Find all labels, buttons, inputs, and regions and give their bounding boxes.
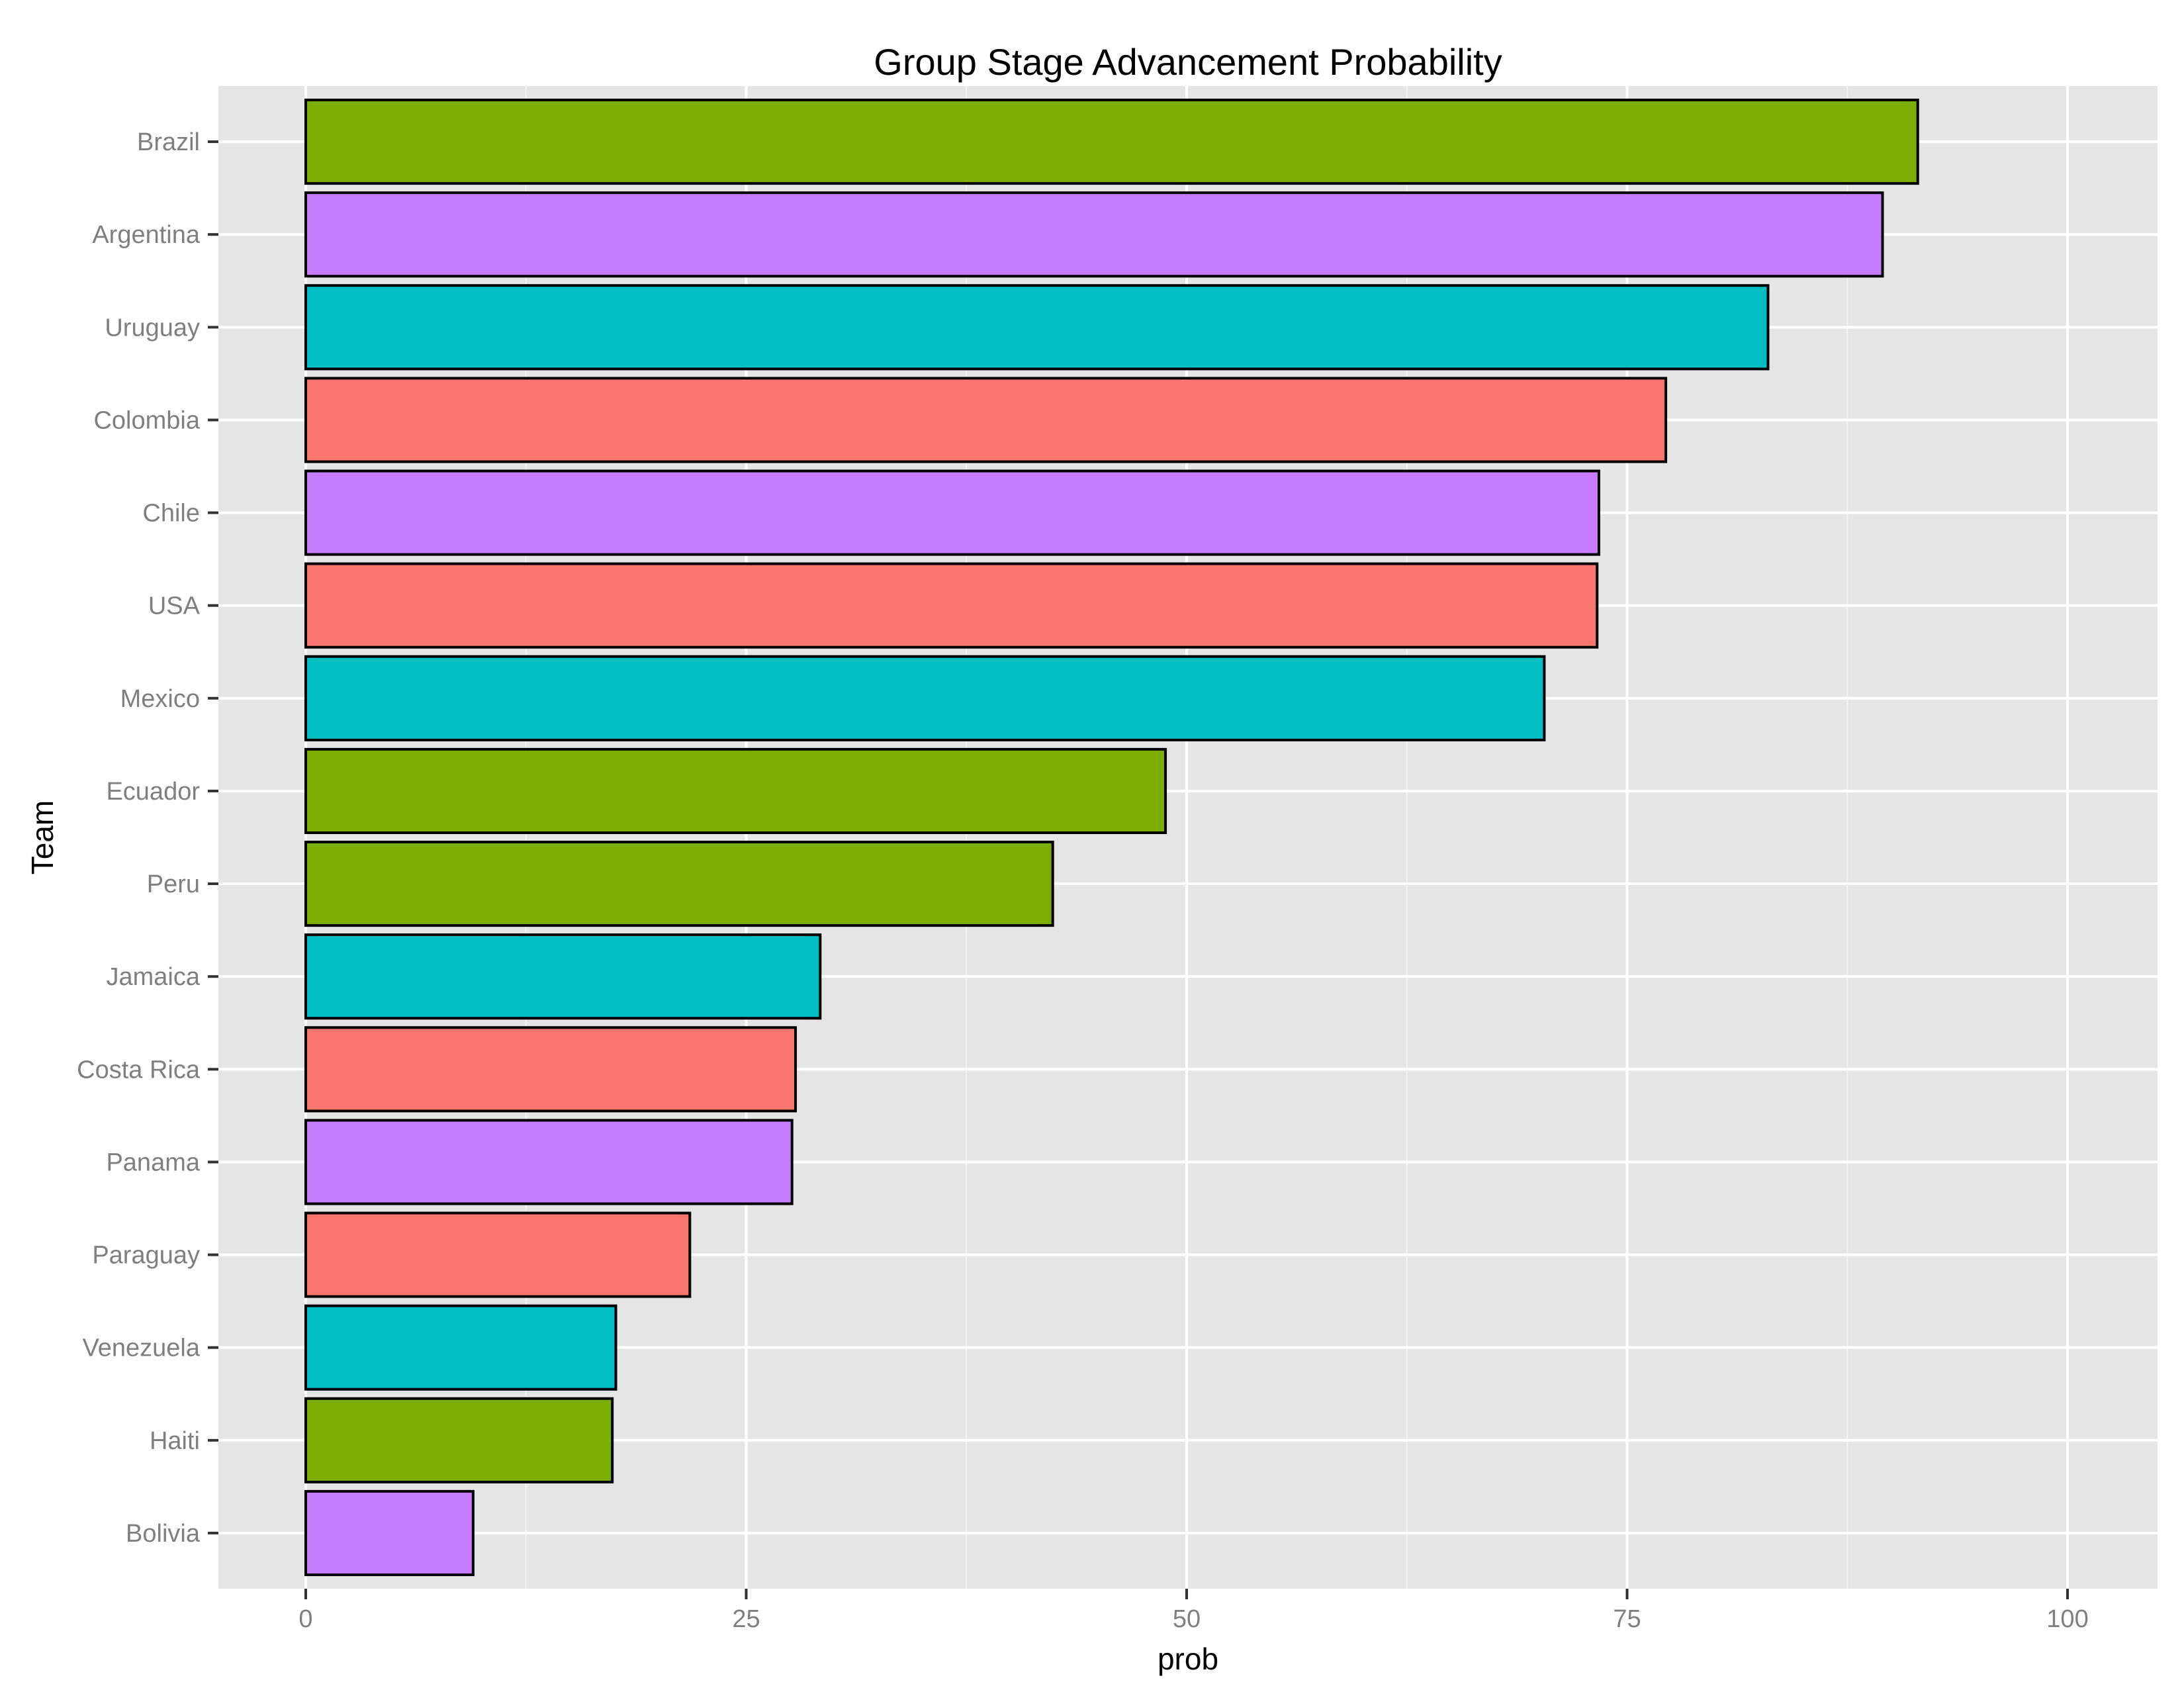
bar [304, 655, 1546, 741]
y-tick-label: Peru [147, 870, 200, 898]
x-axis: 0 25 50 75 100 [298, 1589, 2089, 1633]
x-axis-title: prob [1158, 1642, 1218, 1676]
bars [304, 99, 1919, 1576]
y-axis-title: Team [25, 800, 60, 874]
bar [304, 99, 1919, 185]
bar [304, 933, 822, 1020]
y-tick-label: Chile [142, 500, 200, 528]
bar [304, 1397, 614, 1483]
y-tick-label: Bolivia [126, 1520, 201, 1548]
bar [304, 469, 1600, 556]
chart-title: Group Stage Advancement Probability [874, 41, 1502, 83]
bar [304, 1489, 475, 1576]
y-tick-label: Paraguay [92, 1242, 200, 1270]
y-tick-label: Ecuador [106, 778, 200, 806]
bar [304, 747, 1167, 834]
y-tick-label: Argentina [92, 221, 201, 249]
x-tick-label: 100 [2046, 1605, 2088, 1633]
y-tick-label: Jamaica [107, 963, 201, 991]
y-tick-label: Panama [106, 1149, 200, 1176]
bar [304, 377, 1668, 463]
y-tick-label: USA [148, 592, 201, 620]
bar [304, 841, 1054, 927]
x-tick-label: 50 [1173, 1605, 1201, 1633]
y-tick-label: Haiti [150, 1427, 200, 1455]
x-tick-label: 0 [298, 1605, 312, 1633]
bar [304, 1026, 797, 1113]
x-tick-label: 75 [1613, 1605, 1641, 1633]
y-tick-label: Brazil [137, 128, 200, 156]
y-tick-label: Costa Rica [77, 1056, 201, 1084]
y-tick-label: Uruguay [105, 314, 200, 342]
bar [304, 1304, 617, 1391]
bar [304, 1211, 692, 1298]
bar [304, 562, 1599, 649]
bar [304, 284, 1770, 371]
y-tick-label: Mexico [120, 685, 200, 713]
y-tick-label: Venezuela [83, 1335, 201, 1362]
y-tick-label: Colombia [93, 406, 200, 434]
bar [304, 191, 1884, 278]
bar [304, 1119, 794, 1205]
x-tick-label: 25 [732, 1605, 760, 1633]
y-axis: Brazil Argentina Uruguay Colombia Chile USA Me… [77, 128, 218, 1548]
